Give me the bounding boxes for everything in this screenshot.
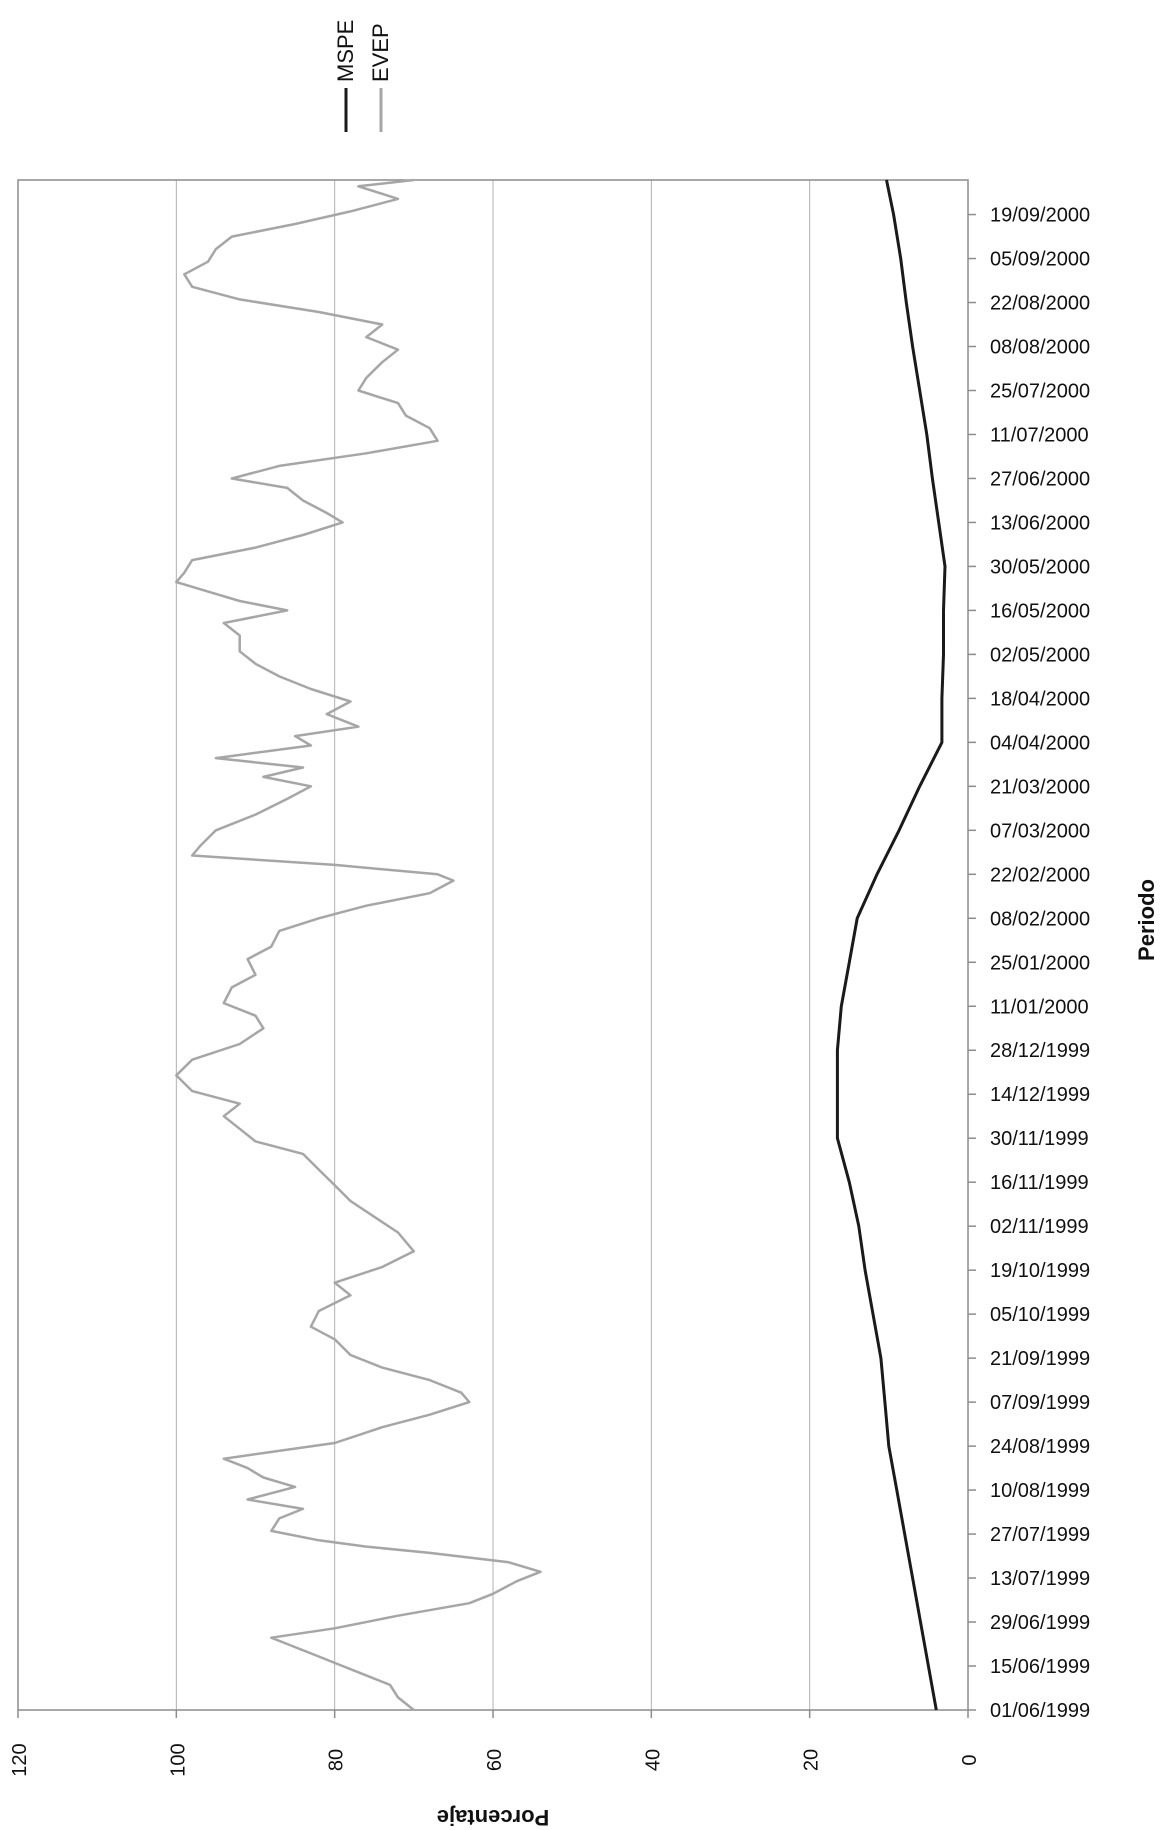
series-lines [175, 178, 947, 1711]
value-tick-label-100: 100 [167, 1743, 189, 1776]
period-axis-tick-marks [968, 213, 976, 1711]
value-tick-label-40: 40 [642, 1749, 664, 1771]
period-tick-label: 05/10/1999 [990, 1304, 1090, 1326]
value-tick-label-80: 80 [326, 1749, 348, 1771]
period-tick-label: 27/07/1999 [990, 1524, 1090, 1546]
plot-area-border [17, 179, 969, 1711]
series-line-mspe [835, 179, 947, 1711]
period-tick-label: 27/06/2000 [990, 468, 1090, 490]
legend: MSPE EVEP [333, 20, 393, 132]
period-tick-label: 14/12/1999 [990, 1084, 1090, 1106]
legend-label-mspe: MSPE [333, 20, 358, 82]
value-tick-label-20: 20 [801, 1749, 823, 1771]
period-tick-label: 25/07/2000 [990, 380, 1090, 402]
period-axis-tick-labels: 01/06/1999 15/06/1999 29/06/1999 13/07/1999… [990, 205, 1090, 1722]
period-tick-label: 10/08/1999 [990, 1480, 1090, 1502]
period-tick-label: 18/04/2000 [990, 688, 1090, 710]
period-tick-label: 19/09/2000 [990, 205, 1090, 227]
period-tick-label: 22/08/2000 [990, 293, 1090, 315]
period-tick-label: 07/09/1999 [990, 1392, 1090, 1414]
y-axis-label: Porcentaje [437, 1805, 550, 1830]
period-tick-label: 01/06/1999 [990, 1700, 1090, 1722]
period-tick-label: 11/07/2000 [990, 424, 1089, 446]
period-tick-label: 19/10/1999 [990, 1260, 1090, 1282]
period-tick-label: 21/09/1999 [990, 1348, 1090, 1370]
period-tick-label: 15/06/1999 [990, 1656, 1090, 1678]
period-tick-label: 07/03/2000 [990, 820, 1090, 842]
legend-label-evep: EVEP [368, 23, 393, 82]
period-tick-label: 24/08/1999 [990, 1436, 1090, 1458]
period-tick-label: 29/06/1999 [990, 1612, 1090, 1634]
period-tick-label: 28/12/1999 [990, 1040, 1090, 1062]
value-axis-tick-labels: 0 20 40 60 80 100 120 [9, 1743, 981, 1776]
value-tick-label-60: 60 [484, 1749, 506, 1771]
series-line-evep [175, 178, 542, 1711]
period-tick-label: 16/11/1999 [990, 1172, 1089, 1194]
period-tick-label: 04/04/2000 [990, 732, 1090, 754]
value-tick-label-0: 0 [959, 1754, 981, 1765]
period-tick-label: 30/11/1999 [990, 1128, 1089, 1150]
period-tick-label: 13/06/2000 [990, 512, 1090, 534]
value-tick-label-120: 120 [9, 1743, 31, 1776]
period-tick-label: 25/01/2000 [990, 952, 1090, 974]
period-tick-label: 22/02/2000 [990, 864, 1090, 886]
period-tick-label: 11/01/2000 [990, 996, 1089, 1018]
period-tick-label: 08/02/2000 [990, 908, 1090, 930]
period-tick-label: 21/03/2000 [990, 776, 1090, 798]
period-tick-label: 13/07/1999 [990, 1568, 1090, 1590]
period-tick-label: 30/05/2000 [990, 556, 1090, 578]
period-tick-label: 08/08/2000 [990, 337, 1090, 359]
period-tick-label: 05/09/2000 [990, 249, 1090, 271]
x-axis-label: Periodo [1134, 879, 1159, 961]
grid-lines [17, 180, 969, 1718]
period-tick-label: 02/05/2000 [990, 644, 1090, 666]
period-tick-label: 02/11/1999 [990, 1216, 1089, 1238]
period-tick-label: 16/05/2000 [990, 600, 1090, 622]
